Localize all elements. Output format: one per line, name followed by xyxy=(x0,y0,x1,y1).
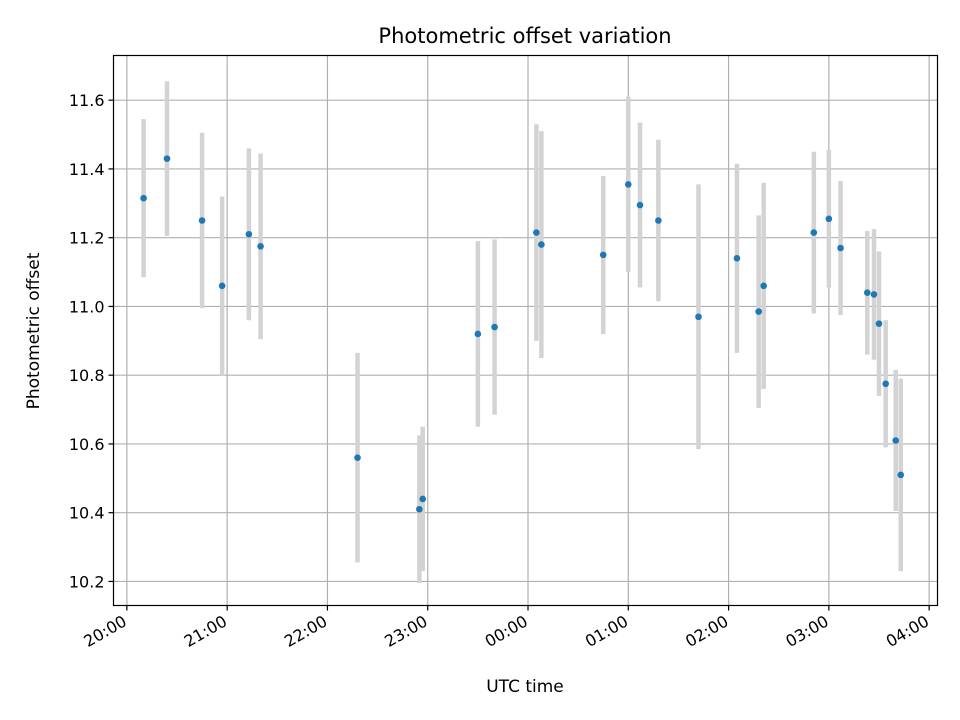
y-tick-label: 10.6 xyxy=(69,435,105,454)
data-point xyxy=(416,505,423,513)
data-point xyxy=(198,217,206,224)
data-point xyxy=(140,194,147,202)
x-axis-title: UTC time xyxy=(486,677,564,697)
data-point xyxy=(245,230,253,238)
y-tick-label: 11.4 xyxy=(69,160,105,179)
data-point xyxy=(875,320,883,327)
data-point xyxy=(257,242,264,250)
data-point xyxy=(419,495,427,503)
data-point xyxy=(810,229,818,236)
y-tick-label: 11.0 xyxy=(69,297,105,316)
chart-title: Photometric offset variation xyxy=(378,24,671,48)
data-point xyxy=(864,289,871,296)
data-point xyxy=(354,454,361,461)
data-point xyxy=(163,155,171,162)
data-point xyxy=(218,282,226,290)
data-point xyxy=(870,291,878,298)
data-point xyxy=(882,380,889,388)
grid xyxy=(113,55,938,606)
data-point xyxy=(474,330,482,338)
data-point xyxy=(624,181,632,188)
data-point xyxy=(837,244,844,252)
y-tick-label: 10.4 xyxy=(69,504,105,523)
data-point xyxy=(892,437,900,444)
data-point xyxy=(491,323,498,331)
plot-frame xyxy=(112,54,939,607)
y-axis: 10.2 10.4 10.6 10.8 11.0 11.2 11.4 11.6 xyxy=(69,91,114,591)
data-point xyxy=(733,255,741,262)
data-point xyxy=(538,241,545,248)
y-tick-label: 11.6 xyxy=(69,91,105,110)
data-point xyxy=(655,217,662,224)
data-point xyxy=(533,229,540,236)
y-tick-label: 10.8 xyxy=(69,366,105,385)
data-point xyxy=(636,201,644,209)
data-points xyxy=(140,155,905,513)
data-point xyxy=(760,282,767,290)
y-tick-label: 10.2 xyxy=(69,572,105,591)
data-point xyxy=(695,313,702,321)
data-point xyxy=(897,471,905,479)
data-point xyxy=(755,308,762,315)
data-point xyxy=(825,215,833,223)
y-axis-title: Photometric offset xyxy=(24,252,44,409)
y-tick-label: 11.2 xyxy=(69,229,105,248)
data-point xyxy=(599,251,607,259)
